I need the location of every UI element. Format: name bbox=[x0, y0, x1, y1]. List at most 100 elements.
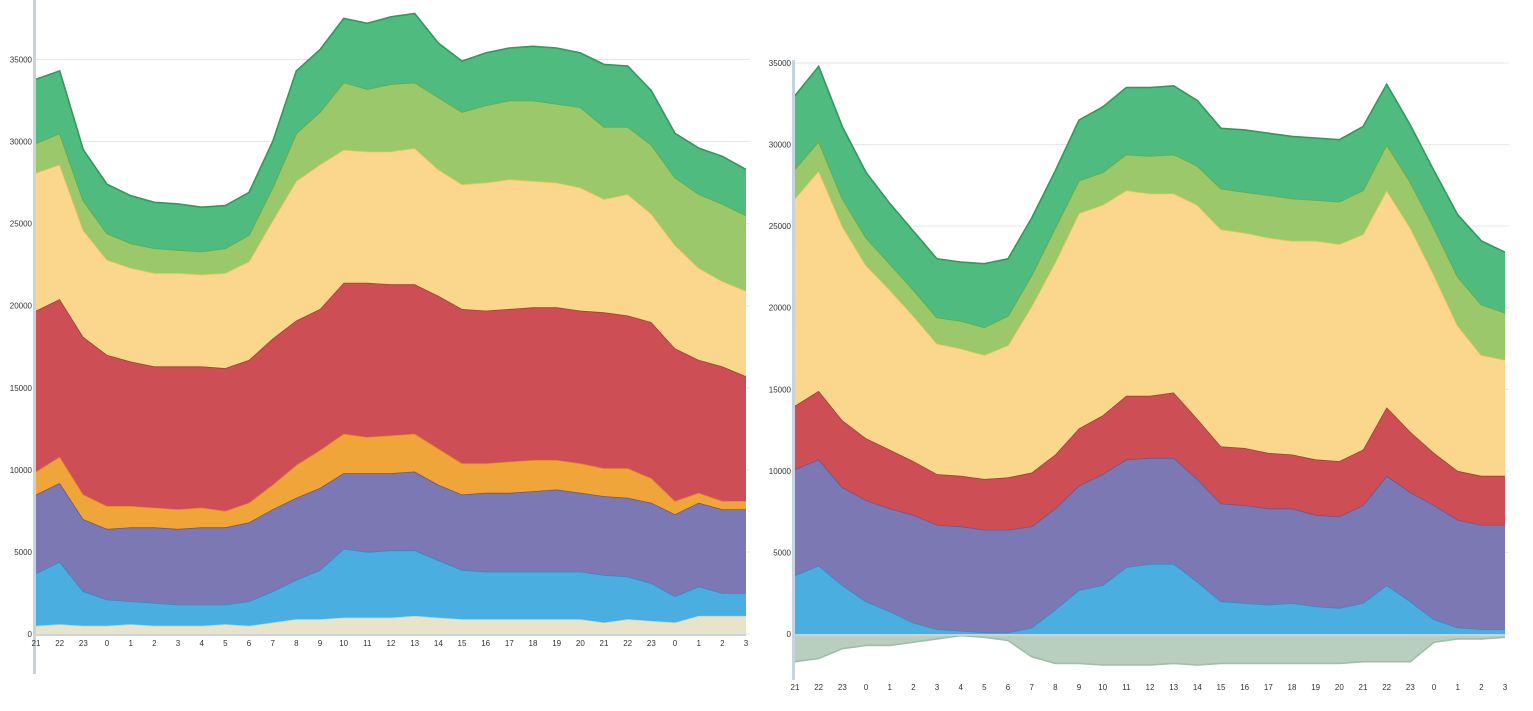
series-area bbox=[794, 64, 1506, 328]
x-tick-label: 19 bbox=[552, 639, 561, 648]
x-tick-label: 3 bbox=[744, 639, 749, 648]
x-tick-label: 7 bbox=[270, 639, 275, 648]
area-fill bbox=[795, 390, 1505, 530]
x-tick-label: 21 bbox=[32, 639, 41, 648]
x-tick-label: 21 bbox=[600, 639, 609, 648]
x-tick-label: 8 bbox=[1053, 683, 1058, 692]
x-tick-label: 18 bbox=[529, 639, 538, 648]
area-fill bbox=[36, 471, 746, 605]
x-tick-label: 18 bbox=[1288, 683, 1297, 692]
x-tick-label: 1 bbox=[128, 639, 133, 648]
x-tick-label: 10 bbox=[339, 639, 348, 648]
x-tick-label: 11 bbox=[1122, 683, 1131, 692]
x-tick-label: 13 bbox=[1169, 683, 1178, 692]
x-tick-label: 9 bbox=[318, 639, 323, 648]
area-fill bbox=[36, 82, 746, 291]
x-tick-label: 15 bbox=[1217, 683, 1226, 692]
y-tick-label: 25000 bbox=[769, 222, 792, 231]
x-tick-label: 4 bbox=[958, 683, 963, 692]
x-tick-label: 11 bbox=[363, 639, 372, 648]
y-tick-label: 5000 bbox=[773, 548, 791, 557]
x-tick-label: 1 bbox=[887, 683, 892, 692]
area-fill bbox=[36, 13, 746, 252]
x-tick-label: 14 bbox=[1193, 683, 1202, 692]
x-tick-label: 22 bbox=[55, 639, 64, 648]
x-tick-label: 6 bbox=[1006, 683, 1011, 692]
x-tick-label: 9 bbox=[1077, 683, 1082, 692]
area-fill bbox=[36, 615, 746, 634]
x-tick-label: 12 bbox=[1146, 683, 1155, 692]
y-tick-label: 25000 bbox=[10, 220, 33, 229]
x-tick-label: 0 bbox=[105, 639, 110, 648]
x-tick-label: 15 bbox=[458, 639, 467, 648]
x-tick-label: 17 bbox=[505, 639, 514, 648]
series-line bbox=[794, 634, 1506, 666]
area-fill bbox=[795, 66, 1505, 328]
x-tick-label: 3 bbox=[176, 639, 181, 648]
x-tick-label: 2 bbox=[1479, 683, 1484, 692]
area-fill bbox=[36, 148, 746, 377]
x-tick-label: 2 bbox=[911, 683, 916, 692]
x-tick-label: 23 bbox=[838, 683, 847, 692]
y-tick-label: 30000 bbox=[769, 141, 792, 150]
x-tick-label: 1 bbox=[1455, 683, 1460, 692]
x-tick-label: 14 bbox=[434, 639, 443, 648]
series-area bbox=[35, 12, 747, 252]
x-tick-label: 0 bbox=[1432, 683, 1437, 692]
x-tick-label: 23 bbox=[1406, 683, 1415, 692]
right-stacked-area-chart: 0 5000 10000 15000 20000 25000 30000 35000 21 22 2… bbox=[760, 0, 1533, 711]
x-tick-label: 0 bbox=[864, 683, 869, 692]
x-tick-label: 3 bbox=[1503, 683, 1508, 692]
y-axis-bar bbox=[792, 60, 795, 680]
x-tick-label: 2 bbox=[152, 639, 157, 648]
x-tick-label: 17 bbox=[1264, 683, 1273, 692]
x-tick-label: 7 bbox=[1029, 683, 1034, 692]
x-tick-label: 20 bbox=[1335, 683, 1344, 692]
y-tick-label: 20000 bbox=[769, 304, 792, 313]
y-tick-label: 30000 bbox=[10, 138, 33, 147]
area-fill bbox=[795, 634, 1505, 665]
area-fill bbox=[795, 141, 1505, 360]
area-fill bbox=[795, 457, 1505, 633]
y-tick-label: 0 bbox=[787, 630, 792, 639]
y-tick-label: 10000 bbox=[10, 466, 33, 475]
y-axis-bar bbox=[33, 0, 36, 674]
x-tick-label: 22 bbox=[623, 639, 632, 648]
y-tick-label: 35000 bbox=[769, 59, 792, 68]
y-tick-label: 0 bbox=[28, 630, 33, 639]
x-tick-label: 1 bbox=[696, 639, 701, 648]
x-tick-label: 13 bbox=[410, 639, 419, 648]
x-tick-label: 21 bbox=[791, 683, 800, 692]
area-fill bbox=[36, 548, 746, 626]
x-tick-label: 0 bbox=[673, 639, 678, 648]
series-area bbox=[794, 634, 1506, 666]
left-stacked-area-chart: 0 5000 10000 15000 20000 25000 30000 35000 21 22 2… bbox=[0, 0, 760, 711]
x-tick-label: 16 bbox=[481, 639, 490, 648]
x-tick-label: 16 bbox=[1240, 683, 1249, 692]
x-tick-label: 12 bbox=[387, 639, 396, 648]
x-tick-label: 23 bbox=[647, 639, 656, 648]
x-tick-label: 22 bbox=[814, 683, 823, 692]
y-tick-label: 15000 bbox=[769, 385, 792, 394]
series-line bbox=[35, 12, 747, 209]
y-tick-label: 10000 bbox=[769, 467, 792, 476]
x-tick-label: 23 bbox=[79, 639, 88, 648]
x-tick-label: 10 bbox=[1098, 683, 1107, 692]
x-tick-label: 5 bbox=[223, 639, 228, 648]
y-tick-label: 15000 bbox=[10, 384, 33, 393]
y-tick-label: 20000 bbox=[10, 302, 33, 311]
series-line bbox=[794, 64, 1506, 265]
x-tick-label: 21 bbox=[1359, 683, 1368, 692]
x-tick-label: 6 bbox=[247, 639, 252, 648]
area-fill bbox=[36, 282, 746, 511]
area-fill bbox=[795, 170, 1505, 479]
x-tick-label: 5 bbox=[982, 683, 987, 692]
x-tick-label: 4 bbox=[199, 639, 204, 648]
area-fill bbox=[36, 433, 746, 529]
x-tick-label: 20 bbox=[576, 639, 585, 648]
x-tick-label: 3 bbox=[935, 683, 940, 692]
area-fill bbox=[795, 563, 1505, 634]
y-tick-label: 35000 bbox=[10, 55, 33, 64]
